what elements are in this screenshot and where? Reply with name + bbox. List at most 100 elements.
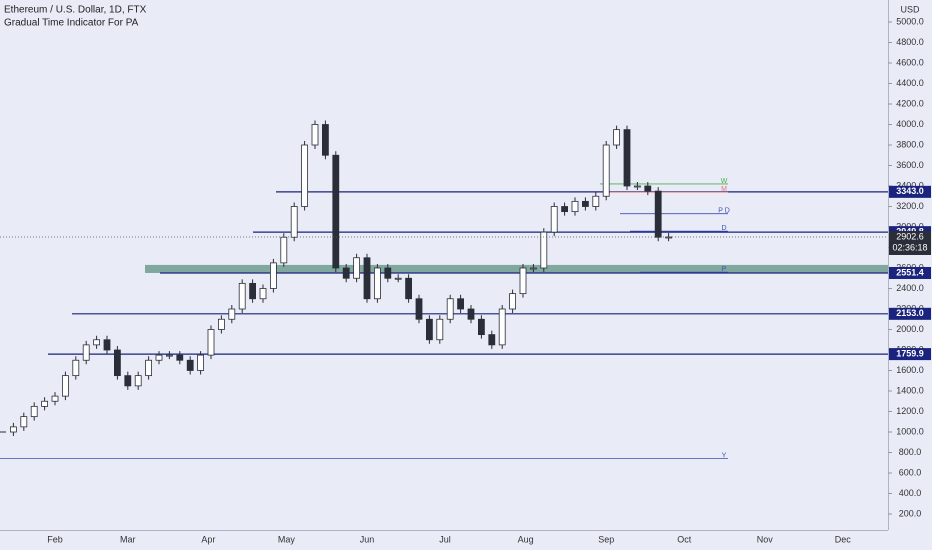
candle	[425, 318, 433, 341]
y-tick-label: 4800.0	[896, 37, 924, 47]
y-tick-label: 4000.0	[896, 119, 924, 129]
y-tick-label: 3800.0	[896, 139, 924, 149]
y-tick-label: 1200.0	[896, 406, 924, 416]
candle	[124, 375, 132, 387]
y-tick-label: 4600.0	[896, 57, 924, 67]
candle	[72, 359, 80, 377]
y-tick-label: 200.0	[899, 508, 922, 518]
x-tick-label: Mar	[120, 534, 136, 544]
y-tick-label: 3400.0	[896, 180, 924, 190]
candle	[488, 334, 496, 346]
level-label: 1759.9	[896, 348, 924, 358]
candle	[498, 308, 506, 346]
y-tick-label: 4200.0	[896, 98, 924, 108]
level-tag	[889, 307, 931, 320]
x-tick-label: Jul	[439, 534, 451, 544]
candle	[301, 144, 309, 207]
candle	[634, 185, 641, 188]
candle	[415, 298, 423, 320]
y-tick-label: 400.0	[899, 488, 922, 498]
candle	[197, 354, 205, 371]
candle	[165, 354, 173, 357]
candle	[290, 206, 298, 238]
zone	[145, 264, 888, 273]
candle	[321, 124, 329, 156]
candles	[0, 120, 672, 436]
last-price-tag	[889, 230, 931, 255]
chart-subtitle: Gradual Time Indicator For PA	[4, 18, 139, 29]
candle	[509, 293, 517, 310]
last-price-label: 2902.6	[896, 231, 924, 241]
candle	[259, 288, 267, 300]
y-tick-label: 2000.0	[896, 324, 924, 334]
candle	[550, 206, 558, 233]
y-tick-label: 4400.0	[896, 78, 924, 88]
indicator-label: P D	[718, 208, 730, 215]
x-tick-label: Oct	[677, 534, 692, 544]
candle	[342, 267, 350, 279]
candle	[93, 339, 100, 346]
x-tick-label: Aug	[518, 534, 534, 544]
level-label: 3343.0	[896, 186, 924, 196]
candle	[249, 282, 257, 300]
candle	[332, 154, 340, 269]
indicator-label: D	[721, 225, 726, 232]
y-tick-label: 5000.0	[896, 16, 924, 26]
candle	[592, 195, 600, 207]
candle	[540, 231, 548, 269]
candle	[519, 267, 527, 295]
candle	[561, 206, 568, 213]
countdown: 02:36:18	[892, 242, 927, 252]
level-tag	[889, 348, 931, 361]
level-tag	[889, 185, 931, 198]
indicator-label: Y	[722, 452, 727, 459]
candle	[384, 267, 392, 279]
chart-title: Ethereum / U.S. Dollar, 1D, FTX	[4, 5, 147, 16]
level-tag	[889, 266, 931, 279]
x-tick-label: Jun	[360, 534, 375, 544]
candle	[30, 405, 38, 418]
candle	[82, 344, 90, 361]
candle	[145, 359, 153, 377]
candle	[103, 339, 111, 351]
y-tick-label: 3600.0	[896, 160, 924, 170]
candle	[114, 349, 121, 377]
level-label: 2153.0	[896, 308, 924, 318]
candle	[582, 200, 589, 207]
candle	[373, 267, 381, 300]
candle	[62, 375, 69, 397]
candle	[405, 277, 413, 300]
candle	[446, 298, 454, 320]
candle	[9, 426, 17, 433]
candle	[436, 318, 444, 341]
candle	[394, 277, 402, 280]
candle	[623, 129, 631, 187]
x-tick-label: Apr	[201, 534, 215, 544]
y-tick-label: 800.0	[899, 447, 922, 457]
candle	[228, 308, 236, 320]
x-tick-label: Nov	[757, 534, 774, 544]
candle	[353, 257, 361, 279]
candle	[280, 236, 288, 264]
candle	[613, 129, 620, 146]
candle	[602, 144, 610, 197]
level-label: 2551.4	[896, 267, 924, 277]
candle	[217, 318, 225, 330]
candle	[207, 329, 215, 356]
candle	[134, 375, 142, 387]
candle	[269, 262, 277, 289]
candle	[467, 308, 475, 320]
candle	[665, 236, 672, 239]
candle	[571, 200, 579, 213]
candle	[41, 400, 48, 407]
candle	[155, 354, 163, 361]
candle	[311, 124, 319, 146]
candle	[530, 267, 537, 270]
candle	[477, 318, 485, 336]
x-tick-label: Sep	[598, 534, 614, 544]
indicator-label: P	[722, 266, 727, 273]
candle	[51, 395, 59, 402]
y-tick-label: 1000.0	[896, 426, 924, 436]
